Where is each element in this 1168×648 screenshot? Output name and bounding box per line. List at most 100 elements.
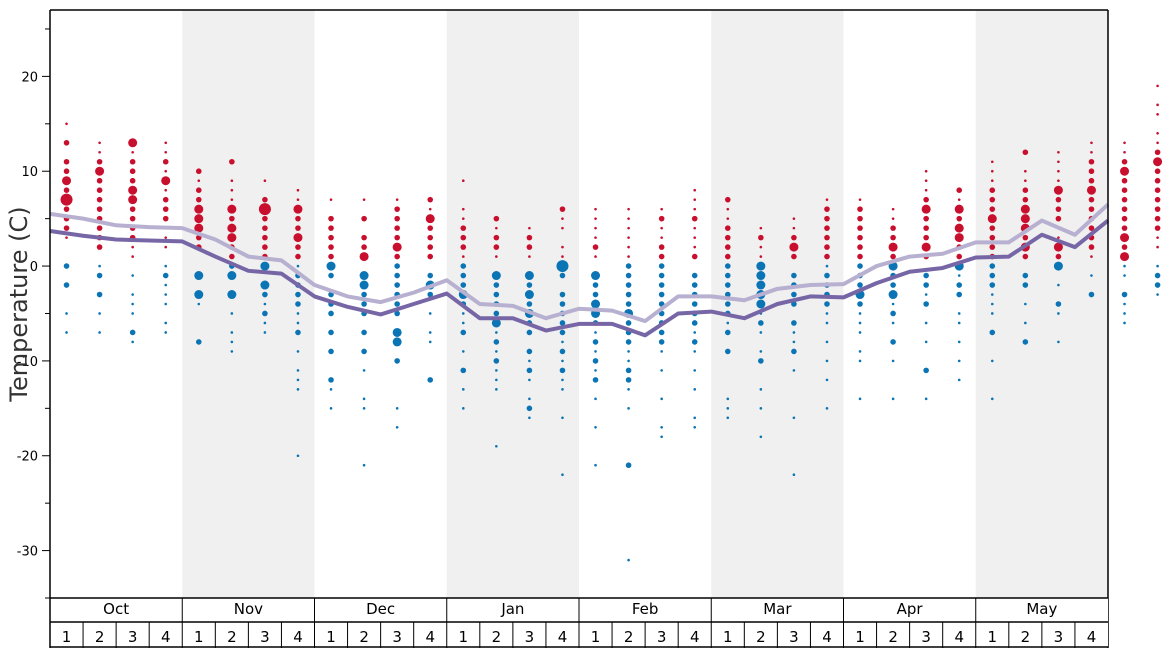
month-label-may: May xyxy=(1026,600,1057,618)
low-temp-dot xyxy=(592,358,599,364)
low-temp-dot xyxy=(890,339,896,345)
low-temp-dot xyxy=(658,291,665,298)
high-temp-dot xyxy=(594,255,597,258)
low-temp-dot xyxy=(263,321,267,325)
high-temp-dot xyxy=(921,204,931,214)
low-temp-dot xyxy=(825,321,829,325)
high-temp-dot xyxy=(627,236,630,239)
low-temp-dot xyxy=(957,359,961,363)
low-temp-dot xyxy=(131,274,134,277)
high-temp-dot xyxy=(1022,149,1029,156)
low-temp-dot xyxy=(759,407,763,410)
low-temp-dot xyxy=(594,397,597,401)
high-temp-dot xyxy=(1123,141,1126,145)
low-temp-dot xyxy=(858,321,862,325)
low-temp-dot xyxy=(625,377,632,383)
low-temp-dot xyxy=(526,301,533,307)
high-temp-dot xyxy=(96,158,103,165)
high-temp-dot xyxy=(759,226,763,230)
high-temp-dot xyxy=(164,236,168,239)
high-temp-dot xyxy=(1057,150,1060,154)
high-temp-dot xyxy=(262,196,268,203)
low-temp-dot xyxy=(362,369,366,372)
high-temp-dot xyxy=(1121,206,1128,212)
low-temp-dot xyxy=(197,302,201,306)
low-temp-dot xyxy=(924,293,928,296)
high-temp-dot xyxy=(1057,236,1060,239)
low-temp-dot xyxy=(990,312,994,315)
week-label: 3 xyxy=(525,628,535,646)
high-temp-dot xyxy=(96,196,103,203)
low-temp-dot xyxy=(491,271,501,281)
high-temp-dot xyxy=(328,253,334,260)
low-temp-dot xyxy=(625,339,632,345)
week-label: 2 xyxy=(95,628,105,646)
low-temp-dot xyxy=(460,272,467,279)
low-temp-dot xyxy=(493,291,500,298)
high-temp-dot xyxy=(128,195,138,205)
high-temp-dot xyxy=(1154,168,1161,175)
high-temp-dot xyxy=(162,158,169,165)
low-temp-dot xyxy=(65,312,68,315)
month-bands xyxy=(182,10,1108,598)
high-temp-dot xyxy=(1057,160,1060,164)
high-temp-dot xyxy=(1154,177,1161,184)
low-temp-dot xyxy=(791,320,797,326)
high-temp-dot xyxy=(1121,225,1128,231)
low-temp-dot xyxy=(296,350,300,353)
month-band-nov xyxy=(182,10,315,598)
high-temp-dot xyxy=(1086,185,1096,195)
high-temp-dot xyxy=(824,225,830,231)
high-temp-dot xyxy=(1057,169,1060,173)
week-label: 3 xyxy=(921,628,931,646)
low-temp-dot xyxy=(524,290,534,300)
high-temp-dot xyxy=(956,215,963,222)
high-temp-dot xyxy=(362,198,366,201)
low-temp-dot xyxy=(526,348,533,355)
high-temp-dot xyxy=(1154,206,1161,212)
high-temp-dot xyxy=(1055,253,1062,260)
high-temp-dot xyxy=(164,245,168,249)
low-temp-dot xyxy=(594,369,597,372)
low-temp-dot xyxy=(230,340,234,344)
low-temp-dot xyxy=(594,463,597,467)
low-temp-dot xyxy=(858,359,862,363)
week-label: 4 xyxy=(161,628,171,646)
high-temp-dot xyxy=(131,245,134,249)
low-temp-dot xyxy=(559,348,566,355)
high-temp-dot xyxy=(63,158,70,165)
high-temp-dot xyxy=(164,141,168,145)
high-temp-dot xyxy=(295,225,301,231)
high-temp-dot xyxy=(660,207,663,211)
high-temp-dot xyxy=(1156,245,1159,249)
high-temp-dot xyxy=(987,214,997,224)
high-temp-dot xyxy=(461,217,465,220)
low-temp-dot xyxy=(924,321,928,325)
high-temp-dot xyxy=(95,166,105,176)
low-temp-dot xyxy=(923,367,929,374)
high-temp-dot xyxy=(594,226,597,230)
high-temp-dot xyxy=(724,234,731,241)
low-temp-dot xyxy=(924,340,928,344)
high-temp-dot xyxy=(1156,113,1159,116)
low-temp-dot xyxy=(724,301,731,307)
high-temp-dot xyxy=(559,206,566,212)
high-temp-dot xyxy=(328,225,334,231)
low-temp-dot xyxy=(825,312,829,315)
week-label: 2 xyxy=(756,628,766,646)
high-temp-dot xyxy=(63,206,70,212)
low-temp-dot xyxy=(361,348,367,355)
high-temp-dot xyxy=(63,187,70,193)
high-temp-dot xyxy=(65,122,68,126)
high-temp-dot xyxy=(162,196,169,203)
high-temp-dot xyxy=(195,196,202,203)
high-temp-dot xyxy=(1121,187,1128,193)
low-temp-dot xyxy=(361,291,367,298)
low-temp-dot xyxy=(658,263,665,269)
low-temp-dot xyxy=(296,454,300,458)
low-temp-dot xyxy=(625,367,632,374)
high-temp-dot xyxy=(1024,179,1027,183)
high-temp-dot xyxy=(1153,157,1163,167)
high-temp-dot xyxy=(229,215,235,222)
high-temp-dot xyxy=(724,244,731,250)
